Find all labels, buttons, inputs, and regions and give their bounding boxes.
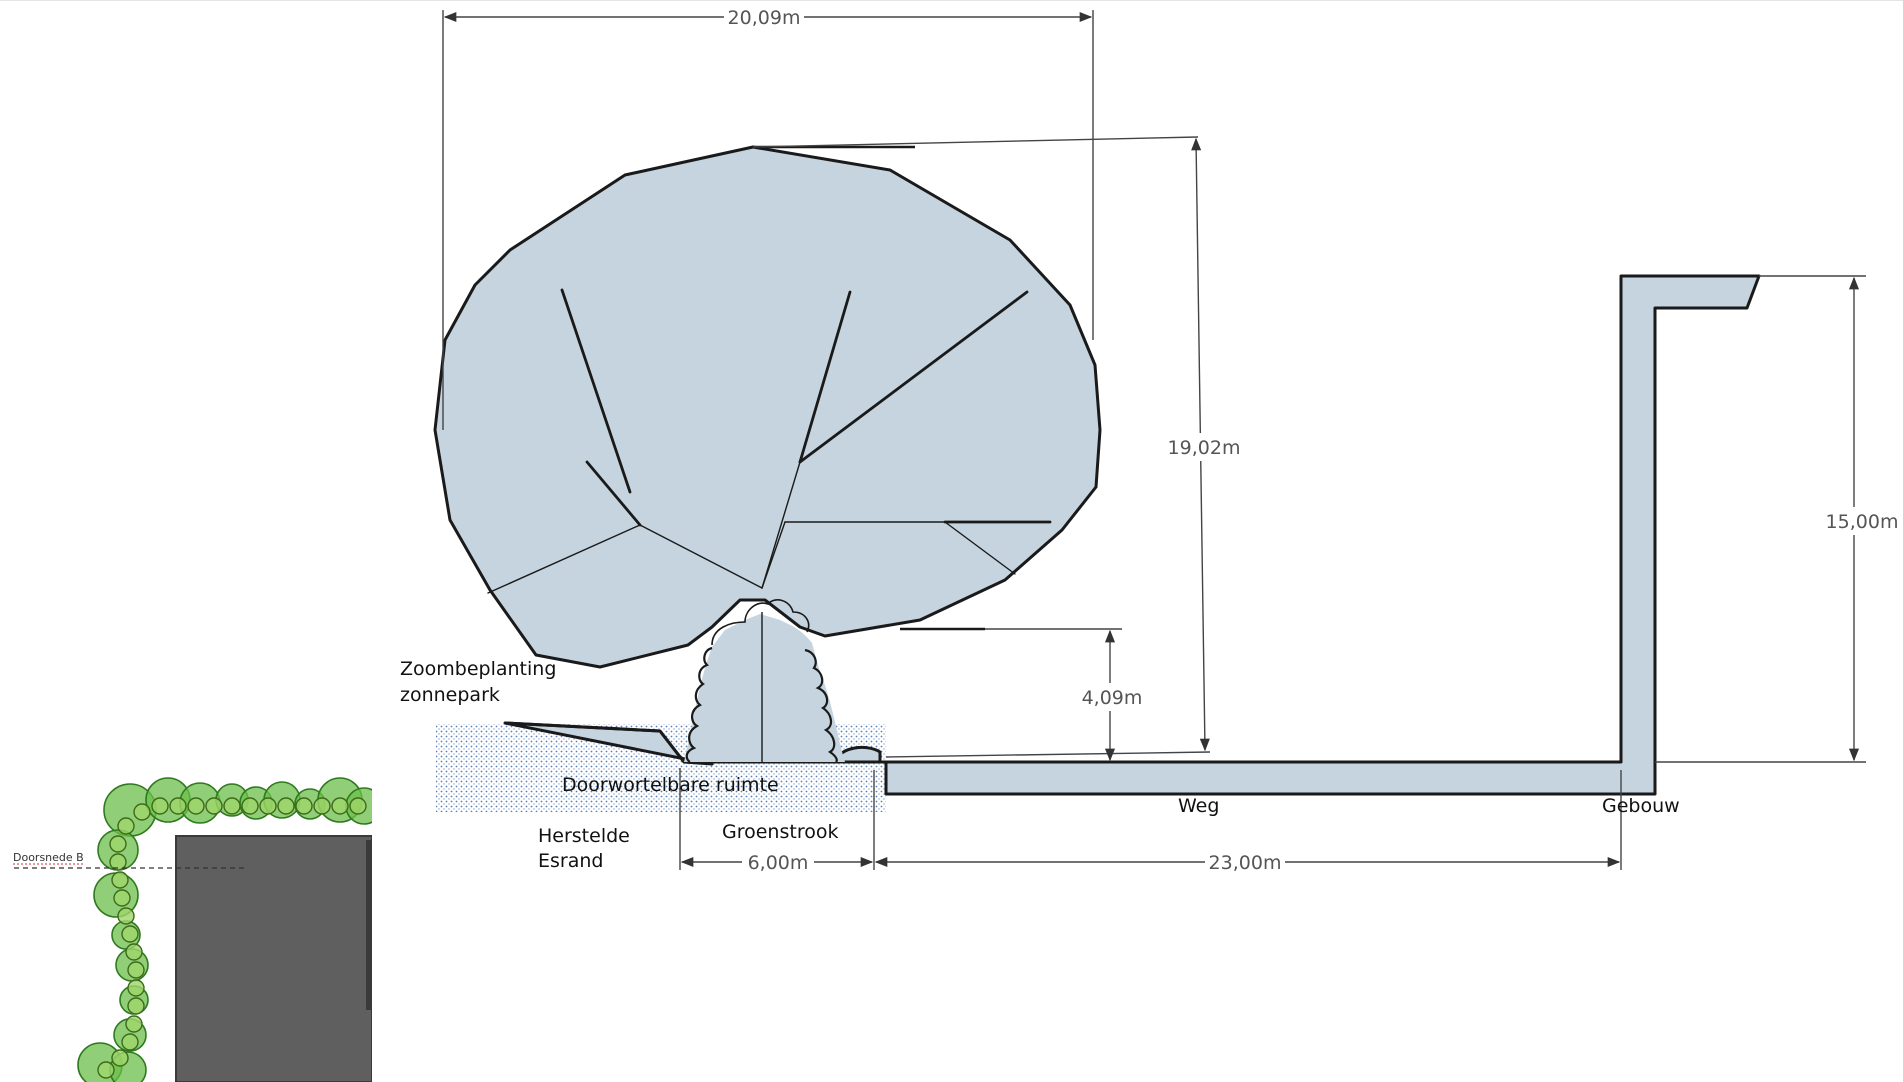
green-strip-label: Groenstrook [722, 821, 838, 843]
building-label: Gebouw [1602, 795, 1680, 817]
restored-edge-label-line1: Herstelde [538, 825, 630, 847]
road-width-dimension: 23,00m [1209, 852, 1282, 874]
crown-base-height-dimension: 4,09m [1082, 687, 1143, 709]
inset-building [175, 835, 372, 1082]
zoom-planting-label-line2: zonnepark [400, 684, 500, 706]
dimension-label-backgrounds [724, 5, 1903, 875]
bank-top-line [504, 721, 661, 733]
tree [433, 145, 1102, 763]
tree-crown [433, 145, 1102, 669]
tree-height-dimension: 19,02m [1168, 437, 1241, 459]
green-strip-width-dimension: 6,00m [748, 852, 809, 874]
bank-slope-line [658, 730, 686, 763]
inset-site-plan: Doorsnede B [0, 770, 372, 1082]
road-label: Weg [1178, 795, 1219, 817]
crown-width-dimension: 20,09m [728, 7, 801, 29]
restored-edge-label-line2: Esrand [538, 850, 603, 872]
tree-branches [487, 288, 1052, 594]
crown-base-arcs [711, 599, 810, 646]
zoom-planting-label-line1: Zoombeplanting [400, 658, 556, 680]
building-height-dimension: 15,00m [1826, 511, 1899, 533]
inset-section-label: Doorsnede B [13, 851, 84, 864]
rootable-space-label: Doorwortelbare ruimte [562, 774, 779, 796]
tree-trunk [684, 614, 845, 762]
trunk-bark-right [804, 648, 838, 763]
inset-hedge [97, 797, 367, 1079]
trunk-bark-left [685, 646, 713, 763]
